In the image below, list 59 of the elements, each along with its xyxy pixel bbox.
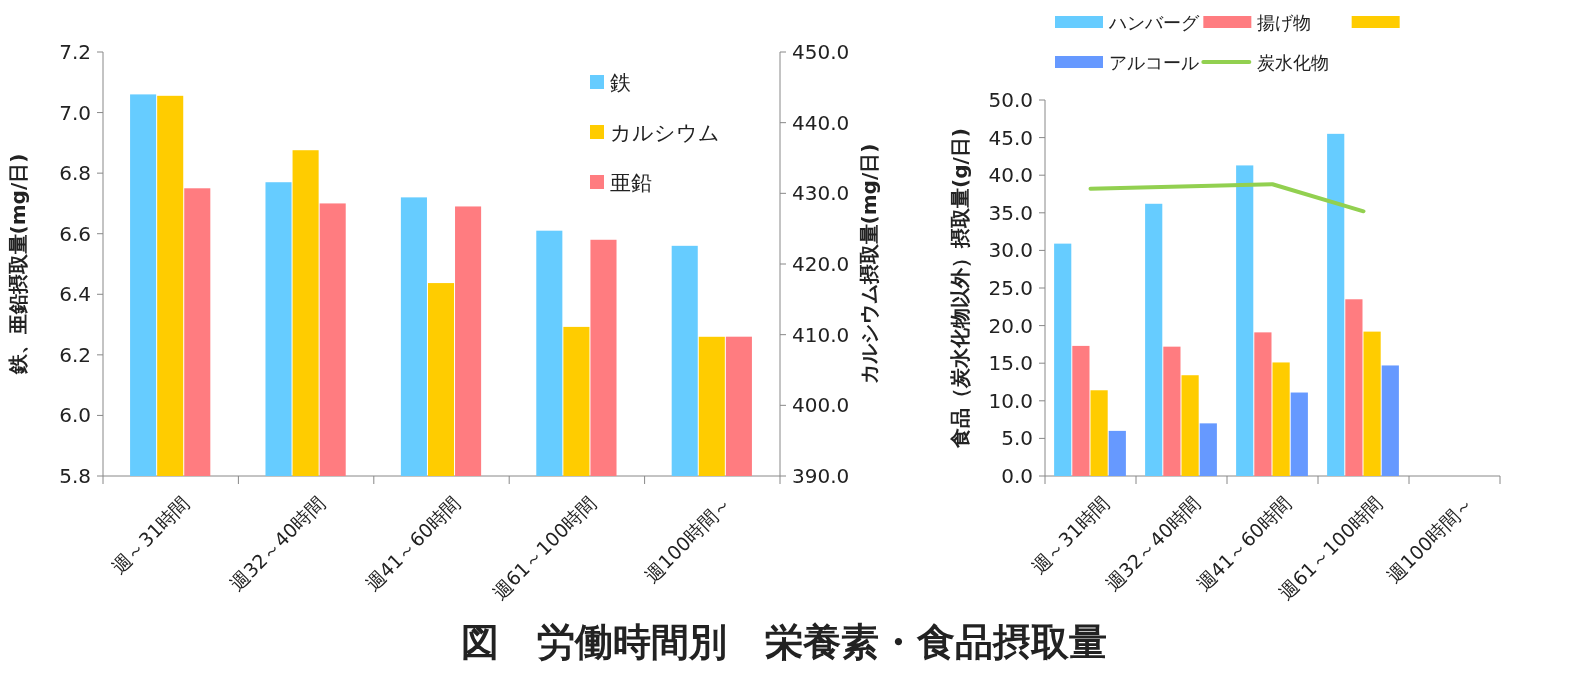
y2-tick-label: 440.0	[792, 110, 850, 135]
y-tick-label: 15.0	[988, 351, 1033, 376]
bar	[1381, 365, 1399, 476]
x-tick-label: 週61～100時間	[487, 491, 600, 604]
bar	[1199, 423, 1217, 476]
y-axis-title: 鉄、亜鉛摂取量(mg/日)	[6, 153, 30, 376]
y-tick-label: 50.0	[988, 88, 1033, 112]
y-tick-label: 6.8	[59, 161, 91, 186]
y2-tick-label: 450.0	[792, 40, 850, 64]
legend-label: 揚げ物	[1257, 12, 1312, 33]
y2-tick-label: 390.0	[792, 464, 850, 488]
y-tick-label: 7.0	[59, 100, 91, 125]
line-series	[1088, 182, 1366, 214]
bar	[1345, 299, 1363, 476]
y-tick-label: 6.2	[59, 342, 91, 367]
text: 図 労働時間別 栄養素・食品摂取量	[461, 620, 1107, 664]
y-tick-label: 7.2	[59, 40, 91, 64]
legend-label: 亜鉛	[610, 171, 652, 195]
y-tick-label: 35.0	[988, 200, 1033, 225]
bar	[1236, 165, 1254, 476]
y-tick-label: 0.0	[1001, 464, 1033, 488]
bar	[1145, 203, 1163, 476]
y-tick-label: 10.0	[988, 388, 1033, 413]
bar	[1163, 346, 1181, 476]
y-tick-label: 6.6	[59, 221, 91, 246]
y-tick-label: 6.4	[59, 282, 91, 307]
y-tick-label: 25.0	[988, 276, 1033, 300]
bar	[1181, 375, 1199, 476]
y-tick-label: 30.0	[988, 238, 1033, 263]
y2-tick-label: 420.0	[792, 252, 850, 276]
x-tick-label: 週100時間～	[640, 491, 736, 587]
bar	[1290, 392, 1308, 476]
legend-label: カルシウム	[610, 121, 720, 145]
x-tick-label: 週41～60時間	[361, 491, 465, 595]
y2-tick-label: 400.0	[792, 393, 850, 418]
y2-tick-label: 410.0	[792, 322, 850, 347]
y-tick-label: 5.8	[59, 464, 91, 488]
x-tick-label: 週～31時間	[107, 491, 194, 578]
y-axis-title: 食品（炭水化物以外）摂取量(g/日)	[948, 128, 972, 449]
bar	[1327, 133, 1345, 476]
x-tick-label: 週32～40時間	[225, 491, 330, 595]
bar	[1072, 345, 1090, 476]
legend-label: ハンバーグ	[1108, 12, 1200, 33]
bar	[1090, 390, 1108, 476]
legend-label: 炭水化物	[1257, 52, 1330, 73]
bar	[1254, 332, 1272, 476]
y-tick-label: 20.0	[988, 313, 1033, 338]
y-tick-label: 45.0	[988, 125, 1033, 150]
bar	[1108, 430, 1126, 476]
bar	[1363, 331, 1381, 476]
legend-label: アルコール	[1109, 52, 1199, 73]
y-tick-label: 5.0	[1001, 426, 1033, 451]
bar	[1272, 362, 1290, 476]
legend-label: 鉄	[610, 71, 631, 95]
y-tick-label: 40.0	[988, 163, 1033, 188]
y-tick-label: 6.0	[59, 403, 91, 428]
y2-tick-label: 430.0	[792, 181, 850, 206]
bar	[1054, 243, 1072, 476]
y2-axis-title: カルシウム摂取量(mg/日)	[857, 143, 881, 385]
